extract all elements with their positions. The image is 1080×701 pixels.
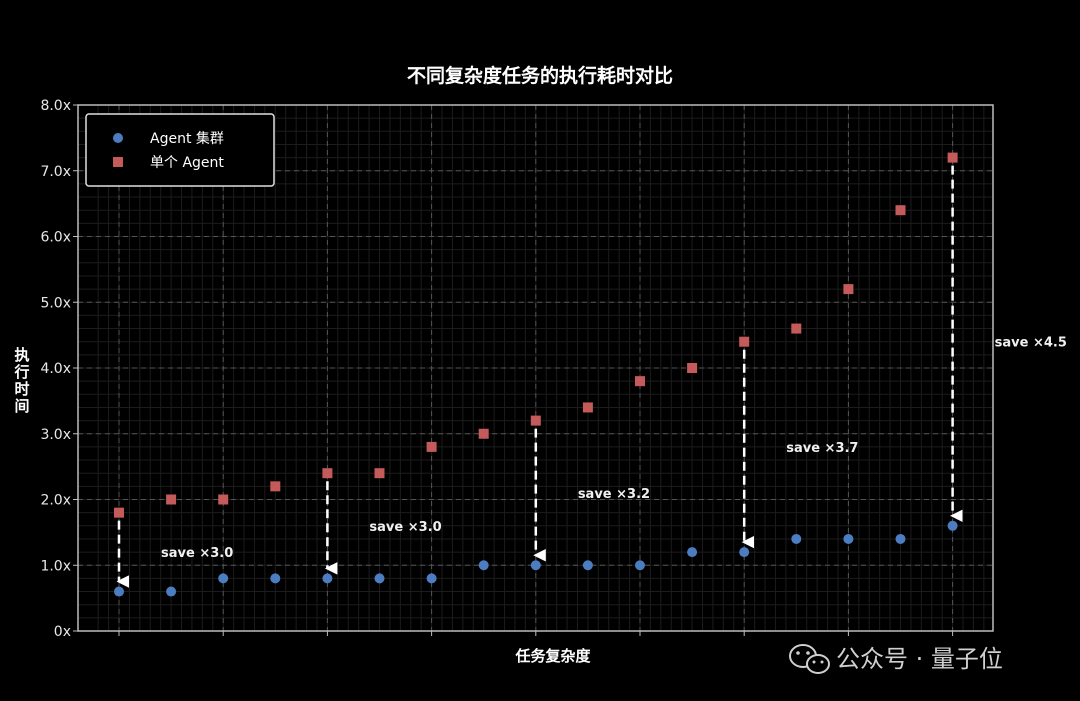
single-agent-point (530, 415, 541, 426)
agent-cluster-point (270, 573, 281, 584)
y-axis-label-char: 时 (14, 380, 29, 398)
agent-cluster-point (530, 560, 541, 571)
y-tick-label: 6.0x (40, 230, 71, 246)
savings-arrows (116, 165, 963, 588)
single-agent-point (895, 205, 906, 216)
agent-cluster-point (791, 533, 802, 544)
legend-box (85, 113, 275, 187)
single-agent-point (582, 402, 593, 413)
single-agent-point (947, 152, 958, 163)
savings-annotation: save ×3.7 (786, 441, 858, 456)
savings-annotation: save ×4.5 (995, 336, 1067, 351)
agent-cluster-point (635, 560, 645, 571)
agent-cluster-point (739, 547, 750, 558)
agent-cluster-point (947, 520, 958, 531)
single-agent-point (843, 284, 854, 295)
single-agent-point (218, 494, 229, 505)
y-tick-label: 3.0x (40, 427, 71, 443)
single-agent-point (426, 441, 437, 452)
legend-marker-circle (113, 133, 123, 143)
watermark-text: 公众号 · 量子位 (836, 645, 1003, 673)
y-tick-label: 0x (54, 624, 71, 640)
watermark: 公众号 · 量子位 (789, 644, 1003, 674)
x-axis-label: 任务复杂度 (514, 647, 591, 665)
single-agent-point (374, 468, 385, 479)
agent-cluster-point (478, 560, 489, 571)
agent-cluster-point (843, 533, 854, 544)
single-agent-point (687, 363, 698, 373)
y-axis-ticks: 0x 1.0x 2.0x 3.0x 4.0x 5.0x 6.0x 7.0x 8.0x (40, 98, 954, 640)
y-tick-label: 5.0x (40, 295, 71, 311)
single-agent-point (739, 336, 750, 347)
y-tick-label: 2.0x (40, 493, 71, 509)
legend-label: Agent 集群 (150, 130, 224, 147)
savings-annotation: save ×3.0 (369, 520, 441, 535)
agent-cluster-point (582, 560, 593, 571)
y-tick-label: 1.0x (40, 558, 71, 574)
wechat-icon (789, 644, 830, 674)
agent-cluster-point (114, 586, 124, 597)
single-agent-point (322, 468, 333, 479)
y-axis-label-char: 执 (14, 346, 29, 364)
y-axis-label-char: 行 (13, 363, 29, 381)
y-tick-label: 8.0x (40, 98, 71, 114)
single-agent-point (114, 507, 124, 518)
legend-marker-square (113, 157, 123, 167)
savings-annotation: save ×3.2 (578, 487, 650, 502)
agent-cluster-point (322, 573, 333, 584)
data-points (114, 152, 958, 597)
agent-cluster-point (218, 573, 229, 584)
chart-title: 不同复杂度任务的执行耗时对比 (407, 64, 673, 87)
y-axis-label: 执行时间 (13, 346, 29, 415)
agent-cluster-point (166, 586, 177, 597)
single-agent-point (635, 376, 645, 387)
y-tick-label: 4.0x (40, 361, 71, 377)
plot-area (77, 104, 994, 632)
agent-cluster-point (426, 573, 437, 584)
agent-cluster-point (687, 547, 698, 558)
single-agent-point (478, 428, 489, 439)
single-agent-point (791, 323, 802, 334)
agent-cluster-point (374, 573, 385, 584)
single-agent-point (270, 481, 281, 492)
agent-cluster-point (895, 533, 906, 544)
y-axis-label-char: 间 (14, 397, 29, 415)
y-tick-label: 7.0x (40, 164, 71, 180)
savings-annotation: save ×3.0 (161, 546, 233, 561)
single-agent-point (166, 494, 177, 505)
annotations: save ×3.0 save ×3.0 save ×3.2 save ×3.7 save… (161, 336, 1067, 561)
legend-label: 单个 Agent (150, 155, 224, 171)
